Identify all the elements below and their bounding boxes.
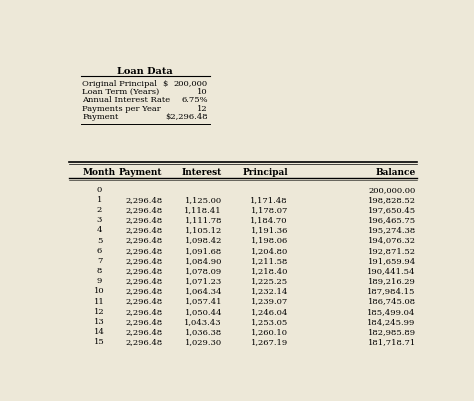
Text: 1,260.10: 1,260.10 xyxy=(251,328,288,336)
Text: 1,171.48: 1,171.48 xyxy=(250,196,288,204)
Text: 2,296.48: 2,296.48 xyxy=(125,237,162,245)
Text: 1,267.19: 1,267.19 xyxy=(251,338,288,346)
Text: 2,296.48: 2,296.48 xyxy=(125,267,162,275)
Text: 1,091.68: 1,091.68 xyxy=(185,247,222,255)
Text: 191,659.94: 191,659.94 xyxy=(367,257,416,265)
Text: 185,499.04: 185,499.04 xyxy=(367,308,416,316)
Text: 1,036.38: 1,036.38 xyxy=(185,328,222,336)
Text: 190,441.54: 190,441.54 xyxy=(367,267,416,275)
Text: 196,465.75: 196,465.75 xyxy=(368,216,416,224)
Text: 1,057.41: 1,057.41 xyxy=(184,298,222,306)
Text: 2,296.48: 2,296.48 xyxy=(125,338,162,346)
Text: 15: 15 xyxy=(94,338,105,346)
Text: Annual Interest Rate: Annual Interest Rate xyxy=(82,97,171,105)
Text: 2,296.48: 2,296.48 xyxy=(125,277,162,285)
Text: 3: 3 xyxy=(97,216,102,224)
Text: 10: 10 xyxy=(198,88,208,96)
Text: 186,745.08: 186,745.08 xyxy=(368,298,416,306)
Text: 1,225.25: 1,225.25 xyxy=(251,277,288,285)
Text: 189,216.29: 189,216.29 xyxy=(368,277,416,285)
Text: 1,184.70: 1,184.70 xyxy=(250,216,288,224)
Text: 1,105.12: 1,105.12 xyxy=(185,227,222,235)
Text: Loan Data: Loan Data xyxy=(117,67,173,76)
Text: $2,296.48: $2,296.48 xyxy=(165,113,208,122)
Text: 1,050.44: 1,050.44 xyxy=(184,308,222,316)
Text: 187,984.15: 187,984.15 xyxy=(367,288,416,296)
Text: 2,296.48: 2,296.48 xyxy=(125,308,162,316)
Text: 7: 7 xyxy=(97,257,102,265)
Text: 195,274.38: 195,274.38 xyxy=(367,227,416,235)
Text: 1,198.06: 1,198.06 xyxy=(251,237,288,245)
Text: $: $ xyxy=(162,79,168,87)
Text: Balance: Balance xyxy=(375,168,416,177)
Text: Original Principal: Original Principal xyxy=(82,79,157,87)
Text: 2,296.48: 2,296.48 xyxy=(125,196,162,204)
Text: 1,064.34: 1,064.34 xyxy=(184,288,222,296)
Text: 5: 5 xyxy=(97,237,102,245)
Text: Payment: Payment xyxy=(119,168,162,177)
Text: Payments per Year: Payments per Year xyxy=(82,105,161,113)
Text: 2,296.48: 2,296.48 xyxy=(125,288,162,296)
Text: 2,296.48: 2,296.48 xyxy=(125,247,162,255)
Text: 1,211.58: 1,211.58 xyxy=(250,257,288,265)
Text: 1,178.07: 1,178.07 xyxy=(250,206,288,214)
Text: 6.75%: 6.75% xyxy=(182,97,208,105)
Text: 2: 2 xyxy=(97,206,102,214)
Text: 2,296.48: 2,296.48 xyxy=(125,257,162,265)
Text: Interest: Interest xyxy=(182,168,222,177)
Text: 9: 9 xyxy=(97,277,102,285)
Text: 197,650.45: 197,650.45 xyxy=(368,206,416,214)
Text: 1,043.43: 1,043.43 xyxy=(184,318,222,326)
Text: 200,000.00: 200,000.00 xyxy=(368,186,416,194)
Text: 192,871.52: 192,871.52 xyxy=(368,247,416,255)
Text: 1: 1 xyxy=(97,196,102,204)
Text: 1,111.78: 1,111.78 xyxy=(184,216,222,224)
Text: 184,245.99: 184,245.99 xyxy=(367,318,416,326)
Text: 1,191.36: 1,191.36 xyxy=(250,227,288,235)
Text: 4: 4 xyxy=(97,227,102,235)
Text: 1,239.07: 1,239.07 xyxy=(251,298,288,306)
Text: 2,296.48: 2,296.48 xyxy=(125,227,162,235)
Text: Payment: Payment xyxy=(82,113,119,122)
Text: 8: 8 xyxy=(97,267,102,275)
Text: 1,078.09: 1,078.09 xyxy=(185,267,222,275)
Text: 13: 13 xyxy=(94,318,105,326)
Text: 12: 12 xyxy=(94,308,105,316)
Text: 2,296.48: 2,296.48 xyxy=(125,328,162,336)
Text: 1,204.80: 1,204.80 xyxy=(251,247,288,255)
Text: 6: 6 xyxy=(97,247,102,255)
Text: 1,125.00: 1,125.00 xyxy=(185,196,222,204)
Text: 1,084.90: 1,084.90 xyxy=(185,257,222,265)
Text: Principal: Principal xyxy=(242,168,288,177)
Text: 1,246.04: 1,246.04 xyxy=(250,308,288,316)
Text: 2,296.48: 2,296.48 xyxy=(125,318,162,326)
Text: 12: 12 xyxy=(198,105,208,113)
Text: 1,098.42: 1,098.42 xyxy=(185,237,222,245)
Text: 2,296.48: 2,296.48 xyxy=(125,298,162,306)
Text: 194,076.32: 194,076.32 xyxy=(368,237,416,245)
Text: 182,985.89: 182,985.89 xyxy=(368,328,416,336)
Text: 1,071.23: 1,071.23 xyxy=(185,277,222,285)
Text: 1,029.30: 1,029.30 xyxy=(185,338,222,346)
Text: 1,218.40: 1,218.40 xyxy=(250,267,288,275)
Text: 181,718.71: 181,718.71 xyxy=(367,338,416,346)
Text: 2,296.48: 2,296.48 xyxy=(125,216,162,224)
Text: 198,828.52: 198,828.52 xyxy=(368,196,416,204)
Text: Month: Month xyxy=(83,168,116,177)
Text: 0: 0 xyxy=(97,186,102,194)
Text: 1,232.14: 1,232.14 xyxy=(250,288,288,296)
Text: 11: 11 xyxy=(94,298,105,306)
Text: Loan Term (Years): Loan Term (Years) xyxy=(82,88,160,96)
Text: 1,118.41: 1,118.41 xyxy=(184,206,222,214)
Text: 14: 14 xyxy=(94,328,105,336)
Text: 200,000: 200,000 xyxy=(174,79,208,87)
Text: 1,253.05: 1,253.05 xyxy=(251,318,288,326)
Text: 10: 10 xyxy=(94,288,105,296)
Text: 2,296.48: 2,296.48 xyxy=(125,206,162,214)
